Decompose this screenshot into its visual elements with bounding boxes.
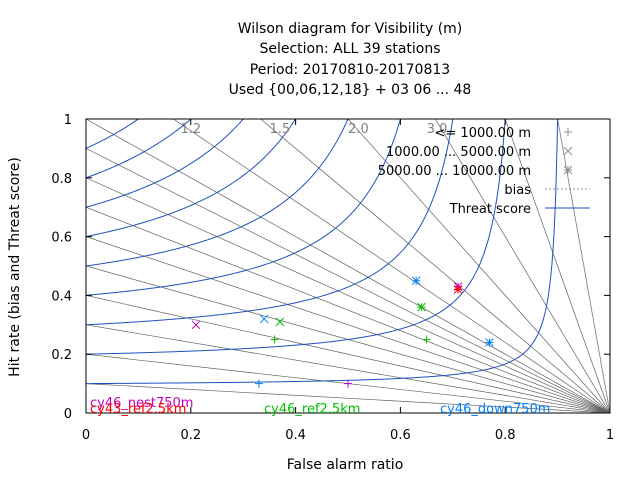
data-point-plus [270, 335, 279, 344]
y-tick-label: 0 [64, 407, 72, 422]
threat-score-curve [86, 119, 140, 149]
x-tick-label: 0 [82, 428, 90, 443]
data-point-plus [344, 379, 352, 388]
bias-line [86, 177, 610, 413]
axes-layer: 0 0.2 0.4 0.6 0.8 1 0 0.2 0.4 0.6 0.8 1 [51, 113, 614, 443]
series-label: cy46_nest750m [90, 396, 193, 411]
y-tick-label: 0.2 [51, 348, 72, 363]
x-axis-label: False alarm ratio [287, 457, 404, 473]
x-tick-label: 0.6 [390, 428, 411, 443]
data-point-cross [275, 317, 285, 327]
title-line-3: Period: 20170810-20170813 [249, 62, 451, 78]
bias-line [86, 295, 610, 413]
bias-line [86, 206, 610, 413]
y-tick-label: 1 [64, 113, 72, 128]
bias-line [347, 119, 610, 413]
bias-line [434, 119, 610, 413]
data-point-plus [254, 379, 263, 388]
legend-marker-plus [564, 128, 572, 136]
threat-score-curve [86, 119, 454, 326]
data-point-plus [422, 335, 431, 344]
bias-line [86, 324, 610, 413]
threat-score-curve [86, 119, 349, 267]
legend-marker-star [563, 165, 573, 175]
grid-layer: 1.2 1.5 2.0 3.0 [86, 119, 610, 413]
plot-frame [85, 118, 611, 414]
legend-label: 5000.00 ... 10000.00 m [378, 164, 531, 179]
x-tick-label: 0.4 [285, 428, 306, 443]
bias-line [260, 119, 610, 413]
x-tick-label: 0.2 [180, 428, 201, 443]
data-points [191, 276, 494, 388]
bias-line [86, 383, 610, 413]
legend-label: bias [504, 183, 531, 198]
legend-marker-cross [563, 146, 573, 156]
bias-label: 2.0 [348, 122, 369, 137]
y-tick-label: 0.6 [51, 231, 72, 246]
y-tick-label: 0.4 [51, 289, 72, 304]
series-label: cy46_ref2.5km [264, 402, 360, 417]
title-line-4: Used {00,06,12,18} + 03 06 ... 48 [228, 82, 472, 98]
data-point-star [417, 302, 426, 312]
legend-label: <= 1000.00 m [435, 126, 531, 141]
data-point-star [411, 276, 421, 286]
bias-line [86, 119, 610, 413]
series-label: cy43_ref2.5km [90, 402, 186, 417]
bias-line [557, 119, 610, 413]
threat-score-curve [86, 119, 192, 179]
y-axis-label: Hit rate (bias and Threat score) [7, 157, 23, 377]
bias-line [86, 148, 610, 413]
threat-score-curve [86, 119, 297, 238]
threat-score-curve [86, 119, 244, 208]
bias-line [86, 236, 610, 413]
bias-label: 1.2 [180, 122, 201, 137]
title-line-2: Selection: ALL 39 stations [259, 41, 441, 57]
threat-score-curve [86, 119, 559, 385]
data-point-star [453, 285, 463, 294]
plot-area [86, 119, 610, 413]
legend-label: Threat score [449, 202, 531, 217]
legend: <= 1000.00 m 1000.00 ... 5000.00 m 5000.00… [378, 126, 590, 217]
threat-score-curve [86, 119, 506, 355]
bias-label: 3.0 [427, 122, 448, 137]
bias-label: 1.5 [270, 122, 291, 137]
y-tick-label: 0.8 [51, 172, 72, 187]
x-tick-label: 1 [606, 428, 614, 443]
data-point-cross [259, 314, 269, 324]
title-line-1: Wilson diagram for Visibility (m) [237, 21, 463, 37]
x-tick-label: 0.8 [495, 428, 516, 443]
data-point-star [485, 338, 494, 347]
bias-line [172, 119, 610, 413]
series-label: cy46_down750m [440, 402, 550, 417]
data-point-cross [191, 320, 201, 330]
bias-line [504, 119, 610, 413]
legend-label: 1000.00 ... 5000.00 m [386, 145, 531, 160]
threat-score-curve [86, 119, 401, 296]
